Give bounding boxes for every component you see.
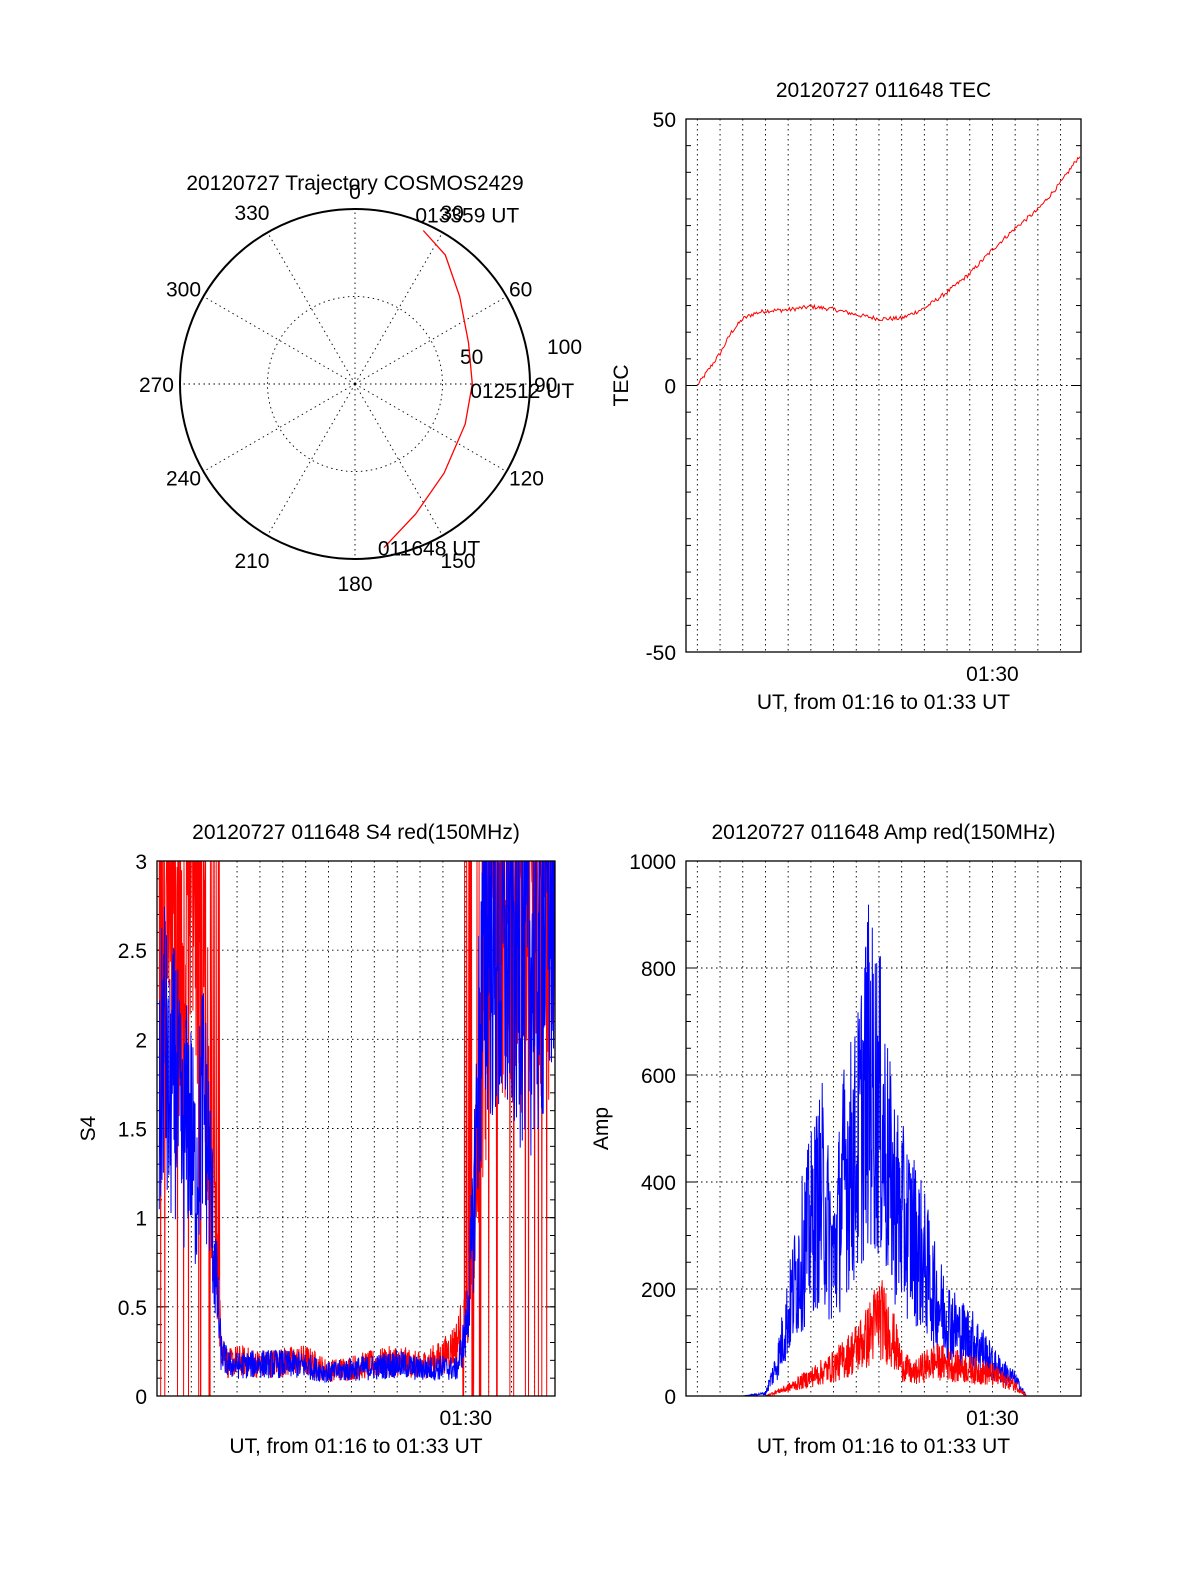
polar-azimuth-labels: 0 30 60 90 120 150 180 210 240 270 300 330 50 100 bbox=[139, 181, 582, 596]
polar-grid bbox=[179, 208, 531, 560]
polar-azimuth-label: 180 bbox=[337, 573, 372, 596]
polar-spoke bbox=[267, 232, 356, 385]
y-tick-label: 50 bbox=[653, 109, 676, 132]
polar-azimuth-label: 240 bbox=[166, 468, 201, 491]
polar-spoke bbox=[203, 383, 356, 472]
polar-ring bbox=[267, 296, 443, 472]
polar-spoke bbox=[267, 383, 356, 536]
polar-trajectory-panel: 20120727 Trajectory COSMOS2429 0 30 60 90 12… bbox=[139, 172, 582, 596]
polar-azimuth-label: 330 bbox=[234, 202, 269, 225]
polar-trajectory bbox=[383, 230, 473, 549]
plot-frame bbox=[156, 860, 556, 1397]
polar-annotations: 013359 UT 012512 UT 011648 UT bbox=[378, 205, 574, 561]
polar-spoke bbox=[354, 232, 443, 385]
polar-trajectory-line bbox=[383, 230, 473, 549]
y-tick-label: 200 bbox=[641, 1279, 676, 1302]
polar-annotation-label: 011648 UT bbox=[378, 538, 481, 561]
polar-outer-circle bbox=[179, 208, 531, 560]
plot-frame bbox=[685, 118, 1082, 653]
x-tick-label: 01:30 bbox=[440, 1407, 493, 1430]
y-tick-label: 1.5 bbox=[118, 1119, 147, 1142]
polar-azimuth-label: 90 bbox=[534, 374, 557, 397]
amp-y-axis-label: Amp bbox=[590, 1107, 613, 1150]
polar-elevation-label: 50 bbox=[460, 346, 483, 369]
series-line bbox=[686, 1280, 1081, 1397]
y-tick-label: 0 bbox=[664, 376, 676, 399]
polar-title: 20120727 Trajectory COSMOS2429 bbox=[186, 172, 523, 195]
y-tick-label: 2.5 bbox=[118, 940, 147, 963]
s4-panel: 0 0.5 1 1.5 2 2.5 3 01:30 20120727 011648 S4 red… bbox=[77, 821, 556, 1458]
y-tick-label: 0 bbox=[664, 1386, 676, 1409]
tec-y-axis-label: TEC bbox=[610, 365, 633, 407]
polar-elevation-label: 100 bbox=[547, 336, 582, 359]
y-tick-label: 1 bbox=[135, 1208, 147, 1231]
polar-azimuth-label: 270 bbox=[139, 374, 174, 397]
amp-x-axis-label: UT, from 01:16 to 01:33 UT bbox=[757, 1435, 1010, 1458]
plot-frame bbox=[685, 860, 1082, 1397]
tec-title: 20120727 011648 TEC bbox=[776, 79, 991, 102]
y-tick-label: 400 bbox=[641, 1172, 676, 1195]
y-tick-label: 3 bbox=[135, 851, 147, 874]
amp-title: 20120727 011648 Amp red(150MHz) bbox=[711, 821, 1055, 844]
y-tick-label: -50 bbox=[646, 642, 676, 665]
series-line bbox=[697, 156, 1081, 386]
polar-annotation-label: 012512 UT bbox=[470, 380, 574, 403]
y-tick-label: 800 bbox=[641, 958, 676, 981]
polar-azimuth-label: 210 bbox=[234, 550, 269, 573]
polar-azimuth-label: 120 bbox=[509, 468, 544, 491]
y-tick-label: 0 bbox=[135, 1386, 147, 1409]
y-tick-label: 0.5 bbox=[118, 1297, 147, 1320]
polar-spoke bbox=[354, 383, 507, 472]
polar-azimuth-label: 150 bbox=[441, 550, 476, 573]
polar-azimuth-label: 30 bbox=[441, 202, 464, 225]
y-tick-label: 2 bbox=[135, 1029, 147, 1052]
y-tick-label: 1000 bbox=[629, 851, 676, 874]
tec-panel: 50 0 -50 01:30 20120727 011648 TEC UT, from 0… bbox=[610, 79, 1082, 714]
polar-azimuth-label: 0 bbox=[349, 181, 361, 204]
tec-x-axis-label: UT, from 01:16 to 01:33 UT bbox=[757, 691, 1010, 714]
amp-panel: 0 200 400 600 800 1000 01:30 20120727 011648 Am… bbox=[590, 821, 1082, 1458]
s4-x-axis-label: UT, from 01:16 to 01:33 UT bbox=[229, 1435, 482, 1458]
x-tick-label: 01:30 bbox=[966, 1407, 1019, 1430]
series-line bbox=[158, 860, 556, 1383]
s4-title: 20120727 011648 S4 red(150MHz) bbox=[192, 821, 520, 844]
polar-spoke bbox=[354, 296, 507, 385]
polar-azimuth-label: 300 bbox=[166, 279, 201, 302]
polar-spoke bbox=[354, 383, 443, 536]
polar-spoke bbox=[203, 296, 356, 385]
y-tick-label: 600 bbox=[641, 1065, 676, 1088]
polar-azimuth-label: 60 bbox=[509, 279, 532, 302]
s4-y-axis-label: S4 bbox=[77, 1115, 100, 1141]
x-tick-label: 01:30 bbox=[966, 663, 1019, 686]
polar-annotation-label: 013359 UT bbox=[415, 205, 519, 228]
